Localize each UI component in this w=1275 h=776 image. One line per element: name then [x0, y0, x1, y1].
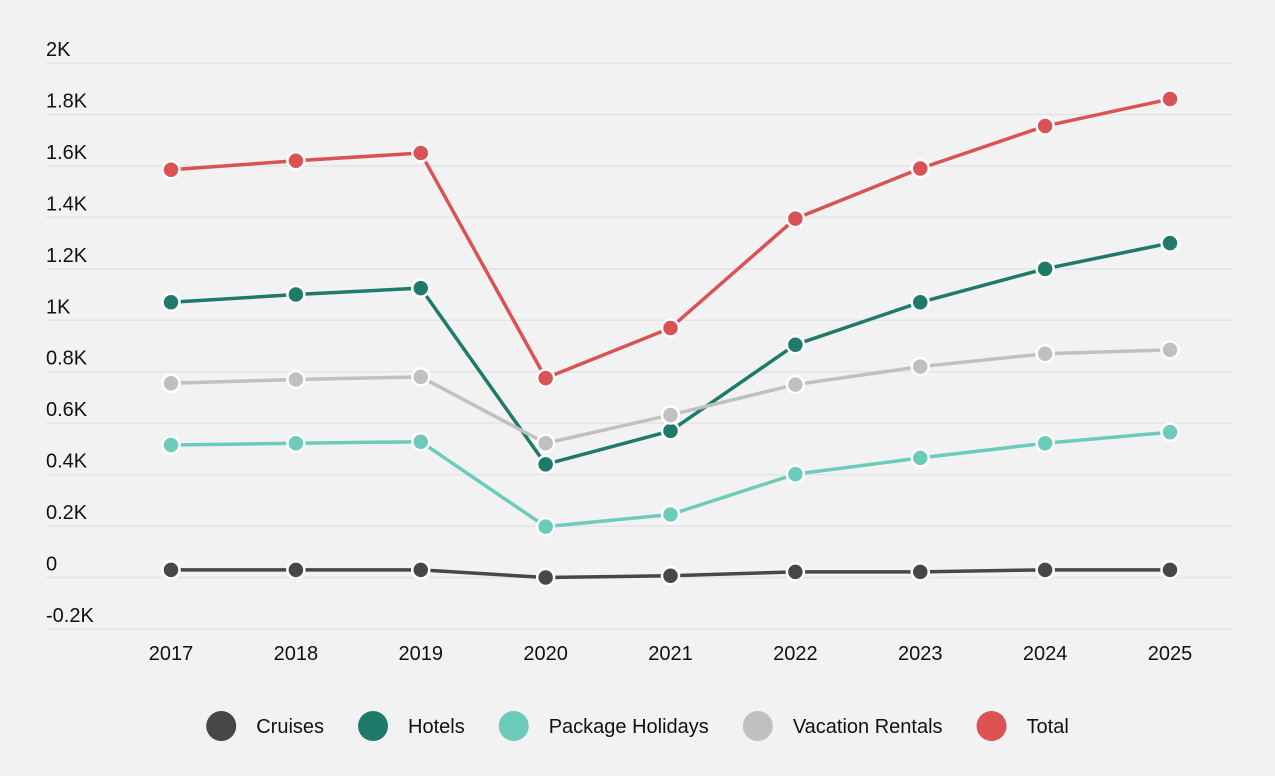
- data-point-vacation-rentals: [411, 367, 431, 387]
- legend-label: Package Holidays: [549, 716, 709, 738]
- data-point-total: [910, 158, 930, 179]
- x-tick-label: 2022: [773, 643, 818, 665]
- legend-item-total: Total: [976, 711, 1069, 741]
- data-point-total: [1160, 89, 1180, 109]
- data-point-vacation-rentals: [286, 369, 306, 390]
- legend-label: Hotels: [408, 716, 465, 738]
- x-axis-ticks: 2017 2018 2019 2020 2021 2022 2023 2024 2025: [149, 643, 1193, 665]
- data-point-package-holidays: [286, 433, 306, 453]
- data-point-package-holidays: [785, 464, 806, 484]
- data-point-cruises: [161, 560, 181, 580]
- data-point-vacation-rentals: [1035, 343, 1055, 364]
- data-point-cruises: [286, 560, 306, 580]
- grid-lines: [46, 62, 1232, 630]
- series-cruises: [161, 560, 1180, 588]
- legend-label: Total: [1027, 716, 1069, 738]
- data-point-cruises: [660, 565, 681, 586]
- legend-item-vacation-rentals: Vacation Rentals: [742, 711, 943, 741]
- series-total: [161, 89, 1180, 388]
- data-point-total: [1035, 116, 1055, 136]
- legend-item-package-holidays: Package Holidays: [498, 711, 709, 741]
- y-tick-label: 0.2K: [46, 502, 88, 524]
- legend: Cruises Hotels Package Holidays Vacation Re…: [206, 711, 1069, 741]
- data-point-vacation-rentals: [910, 356, 930, 377]
- data-point-total: [785, 208, 806, 229]
- legend-swatch: [498, 711, 529, 741]
- data-point-package-holidays: [660, 504, 681, 525]
- x-tick-label: 2018: [274, 643, 319, 665]
- data-point-cruises: [1035, 560, 1055, 580]
- x-tick-label: 2021: [648, 643, 693, 665]
- x-tick-label: 2020: [523, 643, 568, 665]
- data-point-cruises: [910, 562, 930, 582]
- legend-label: Cruises: [256, 716, 324, 738]
- data-point-hotels: [1160, 233, 1180, 253]
- data-point-total: [411, 143, 431, 163]
- data-point-hotels: [535, 454, 556, 475]
- data-point-package-holidays: [161, 435, 181, 455]
- data-point-hotels: [785, 334, 806, 355]
- data-point-hotels: [1035, 259, 1055, 279]
- y-tick-label: 1.8K: [46, 90, 88, 112]
- data-point-cruises: [535, 567, 556, 588]
- data-point-package-holidays: [910, 448, 930, 468]
- y-tick-label: 0: [46, 554, 57, 576]
- y-tick-label: 1.6K: [46, 142, 88, 164]
- y-tick-label: 0.6K: [46, 399, 88, 421]
- data-point-vacation-rentals: [785, 374, 806, 395]
- x-tick-label: 2017: [149, 643, 194, 665]
- series-hotels: [161, 233, 1180, 475]
- data-point-hotels: [286, 284, 306, 305]
- data-point-package-holidays: [535, 516, 556, 537]
- data-point-package-holidays: [411, 431, 431, 452]
- y-tick-label: 0.4K: [46, 451, 88, 473]
- y-tick-label: 2K: [46, 39, 71, 61]
- y-tick-label: 1.2K: [46, 245, 88, 267]
- legend-item-cruises: Cruises: [206, 711, 324, 741]
- series-vacation-rentals: [161, 340, 1180, 453]
- data-point-hotels: [660, 421, 681, 441]
- legend-swatch: [742, 711, 773, 741]
- data-point-package-holidays: [1035, 433, 1055, 453]
- data-point-vacation-rentals: [535, 433, 556, 453]
- series-lines: [161, 89, 1180, 588]
- data-point-total: [161, 160, 181, 180]
- y-tick-label: -0.2K: [46, 605, 94, 627]
- data-point-cruises: [785, 562, 806, 582]
- data-point-hotels: [910, 292, 930, 313]
- legend-label: Vacation Rentals: [793, 716, 943, 738]
- x-tick-label: 2019: [399, 643, 444, 665]
- data-point-vacation-rentals: [161, 373, 181, 394]
- x-tick-label: 2025: [1148, 643, 1193, 665]
- data-point-cruises: [411, 560, 431, 580]
- legend-swatch: [358, 711, 389, 741]
- legend-swatch: [976, 711, 1007, 741]
- data-point-hotels: [161, 292, 181, 313]
- data-point-package-holidays: [1160, 422, 1180, 442]
- y-tick-label: 0.8K: [46, 348, 88, 370]
- legend-swatch: [206, 711, 237, 741]
- y-axis-ticks: -0.2K 0 0.2K 0.4K 0.6K 0.8K 1K 1.2K 1.4K 1.6K 1.8K…: [46, 39, 94, 627]
- data-point-total: [535, 368, 556, 388]
- y-tick-label: 1K: [46, 296, 71, 318]
- x-tick-label: 2023: [898, 643, 943, 665]
- series-package-holidays: [161, 422, 1180, 537]
- data-point-hotels: [411, 278, 431, 298]
- data-point-total: [286, 151, 306, 171]
- data-point-vacation-rentals: [1160, 340, 1180, 360]
- data-point-vacation-rentals: [660, 405, 681, 425]
- legend-item-hotels: Hotels: [358, 711, 465, 741]
- y-tick-label: 1.4K: [46, 193, 88, 215]
- data-point-cruises: [1160, 560, 1180, 580]
- x-tick-label: 2024: [1023, 643, 1068, 665]
- data-point-total: [660, 318, 681, 338]
